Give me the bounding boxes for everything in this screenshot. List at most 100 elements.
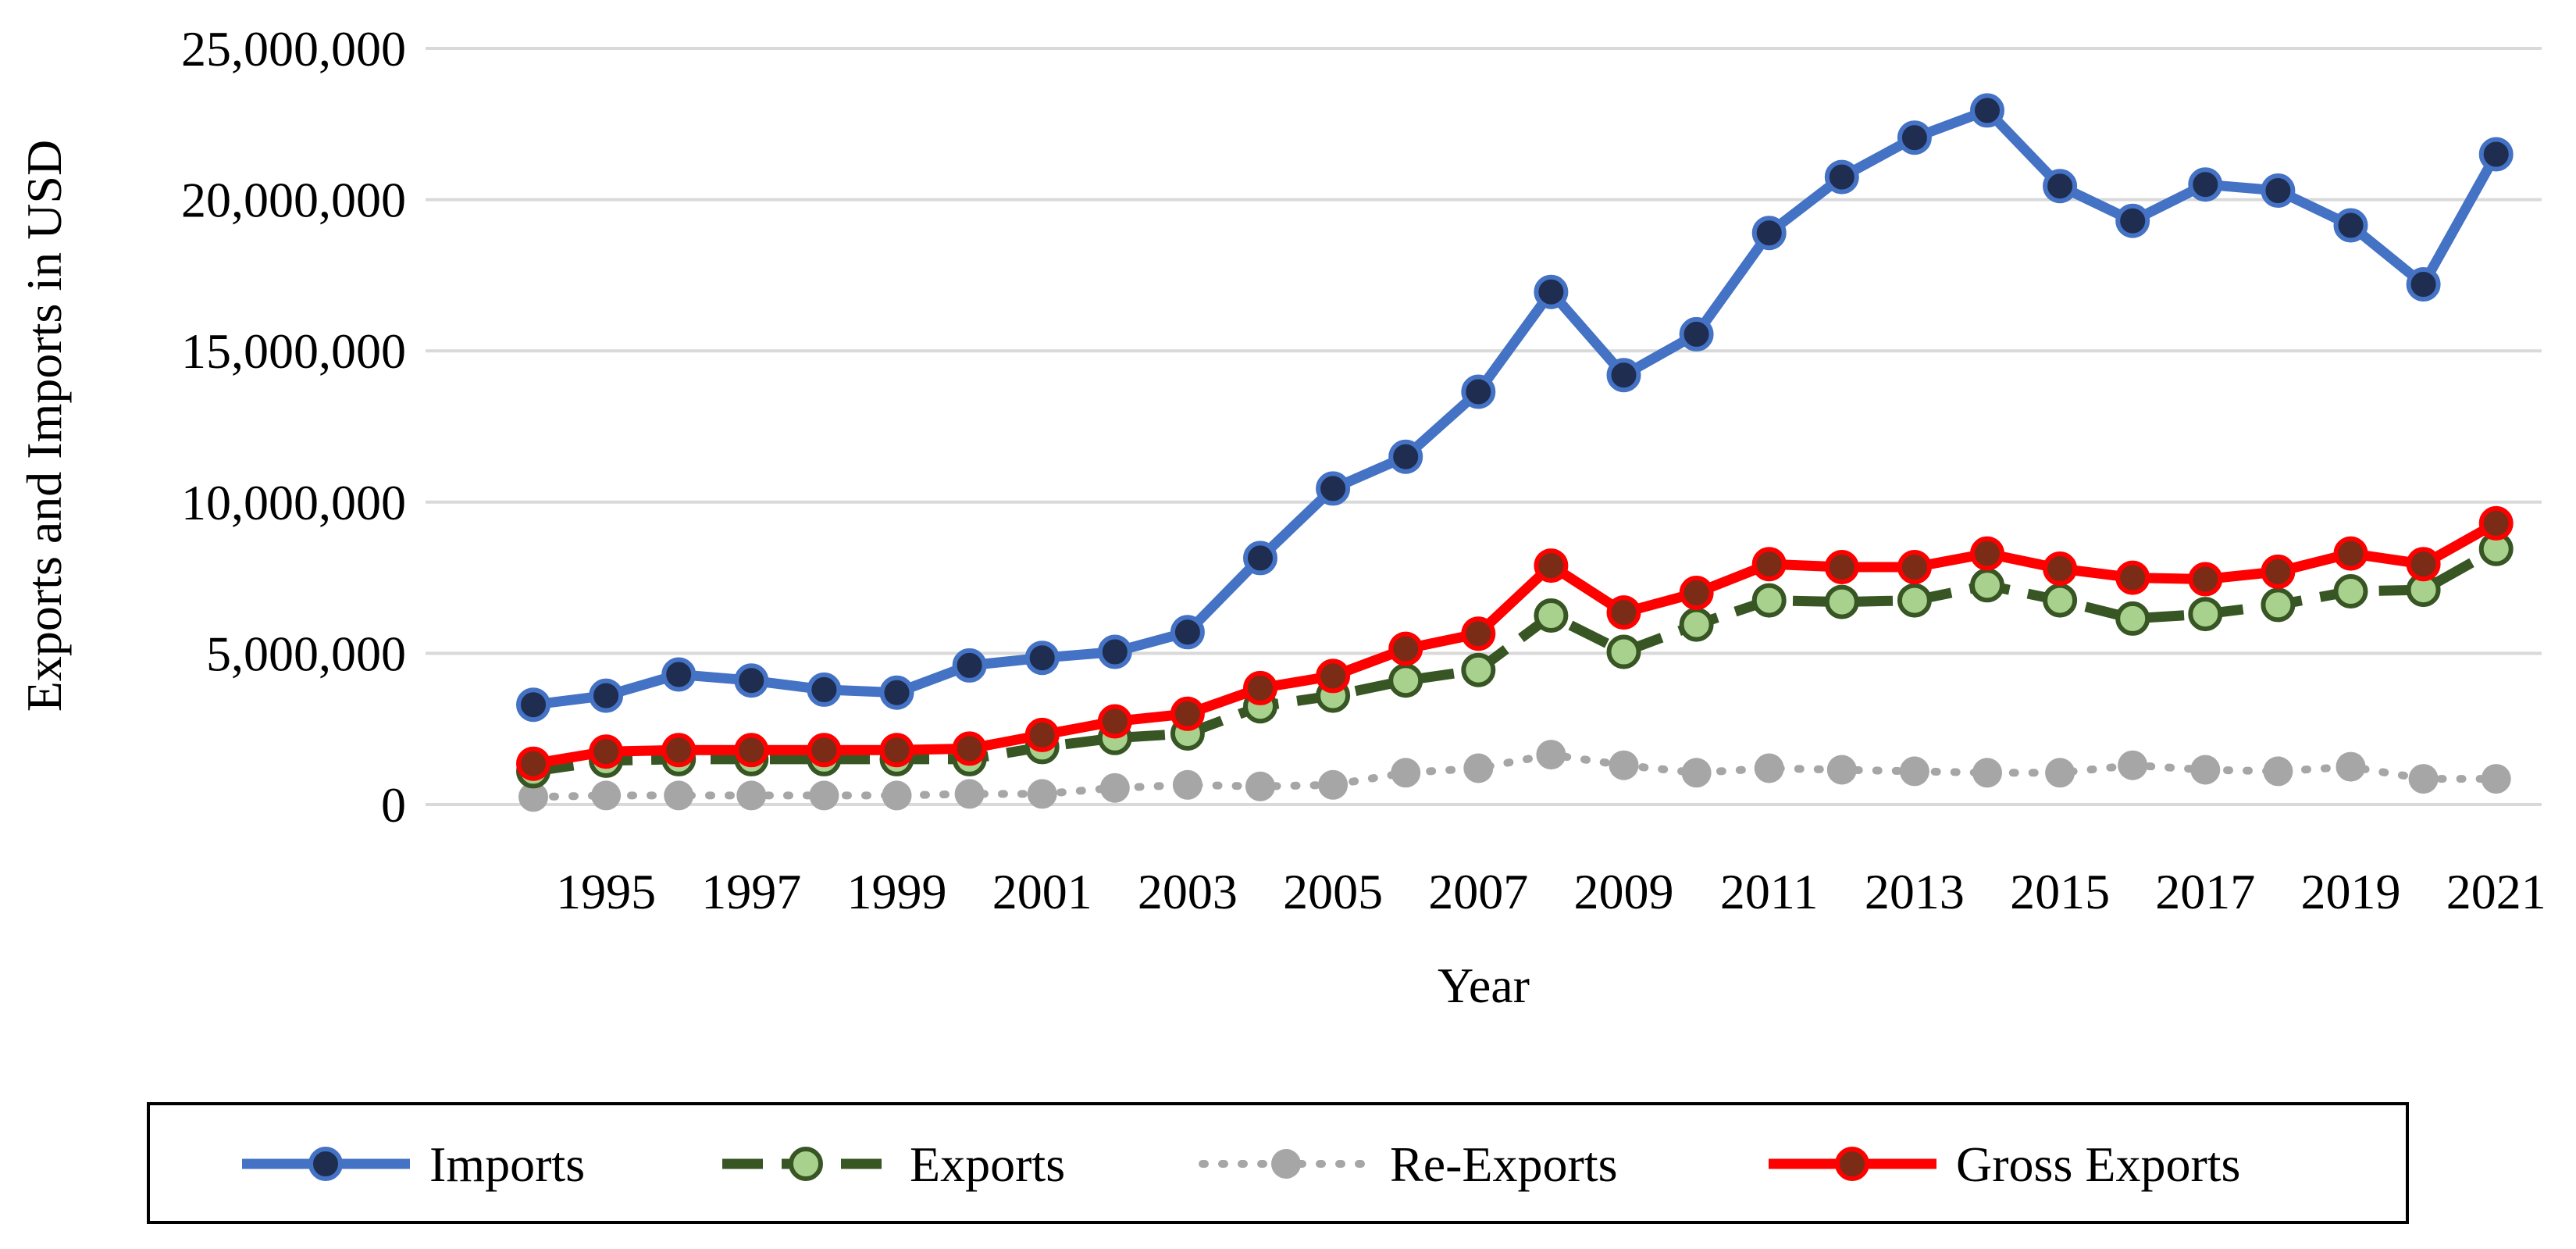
data-point xyxy=(1826,755,1857,785)
series-line-re-exports xyxy=(529,751,2500,801)
data-point xyxy=(1972,758,2002,788)
legend-label: Exports xyxy=(910,1137,1065,1192)
data-point xyxy=(1606,358,1641,393)
data-point xyxy=(1391,758,1421,788)
data-point xyxy=(1170,615,1205,650)
x-tick-label: 2001 xyxy=(992,864,1092,919)
data-point xyxy=(2261,554,2296,589)
x-tick-label: 2017 xyxy=(2155,864,2255,919)
y-tick-label: 5,000,000 xyxy=(206,626,406,681)
data-point xyxy=(2261,587,2296,623)
data-point xyxy=(1679,607,1714,642)
x-tick-label: 2015 xyxy=(2010,864,2110,919)
data-point xyxy=(2188,167,2223,202)
series-layer xyxy=(516,93,2514,812)
x-tick-label: 1999 xyxy=(847,864,947,919)
data-point xyxy=(1461,616,1496,651)
data-point xyxy=(1172,769,1202,800)
data-point xyxy=(2045,758,2075,788)
series-line-imports xyxy=(533,105,2501,710)
legend-items: Imports Exports Re-Exports Gross Exports xyxy=(242,1137,2240,1192)
y-axis-title: Exports and Imports in USD xyxy=(16,140,72,712)
data-point xyxy=(1388,663,1423,698)
data-point xyxy=(807,672,842,707)
data-point xyxy=(2333,536,2368,571)
legend-label: Imports xyxy=(429,1137,585,1192)
data-point xyxy=(591,780,622,811)
x-tick-label: 2013 xyxy=(1865,864,1965,919)
legend-item-exports: Exports xyxy=(722,1137,1065,1192)
data-point xyxy=(2043,551,2078,586)
legend-item-re-exports: Re-Exports xyxy=(1199,1137,1618,1192)
x-tick-label: 2021 xyxy=(2446,864,2546,919)
data-point xyxy=(1534,274,1569,309)
data-point xyxy=(1245,771,1275,801)
data-point xyxy=(2188,597,2223,632)
data-point xyxy=(1170,696,1205,731)
legend-label: Gross Exports xyxy=(1956,1137,2240,1192)
data-point xyxy=(589,734,624,769)
data-point xyxy=(1388,631,1423,666)
data-point xyxy=(1970,93,2004,128)
data-point xyxy=(2406,547,2441,582)
data-point xyxy=(2481,764,2511,794)
data-point xyxy=(879,733,914,768)
x-tick-label: 2019 xyxy=(2301,864,2401,919)
data-point xyxy=(2115,203,2150,238)
data-point xyxy=(2263,756,2293,787)
x-tick-label: 2007 xyxy=(1428,864,1528,919)
data-point xyxy=(1243,670,1277,705)
data-point xyxy=(516,687,550,723)
data-point xyxy=(1824,550,1859,584)
legend-marker xyxy=(308,1147,343,1181)
data-point xyxy=(1609,750,1639,780)
y-tick-label: 20,000,000 xyxy=(181,173,406,228)
data-point xyxy=(661,733,697,768)
data-point xyxy=(1388,439,1423,474)
legend: Imports Exports Re-Exports Gross Exports xyxy=(147,1102,2409,1224)
data-point xyxy=(1824,159,1859,194)
data-point xyxy=(1681,758,1712,788)
data-point xyxy=(2406,267,2441,302)
data-point xyxy=(2118,750,2148,780)
data-point xyxy=(2478,505,2514,541)
legend-item-imports: Imports xyxy=(242,1137,585,1192)
data-point xyxy=(1824,584,1859,619)
x-tick-label: 1997 xyxy=(701,864,801,919)
x-tick-label: 2003 xyxy=(1138,864,1238,919)
data-point xyxy=(589,678,624,713)
data-point xyxy=(2333,574,2368,608)
data-point xyxy=(661,657,697,692)
data-point xyxy=(809,780,839,811)
series-line-gross-exports xyxy=(532,519,2499,769)
legend-marker xyxy=(789,1147,823,1181)
data-point xyxy=(1316,471,1351,506)
legend-label: Re-Exports xyxy=(1390,1137,1618,1192)
x-tick-label: 2011 xyxy=(1720,864,1819,919)
data-point xyxy=(2043,583,2078,618)
legend-marker xyxy=(1271,1149,1301,1179)
data-point xyxy=(1606,595,1641,630)
data-point xyxy=(664,780,694,811)
data-point xyxy=(879,675,914,710)
data-point xyxy=(1534,598,1569,633)
data-point xyxy=(1243,541,1277,576)
data-point xyxy=(518,782,548,812)
data-point xyxy=(2043,169,2078,204)
series-imports xyxy=(516,93,2514,723)
data-point xyxy=(516,746,550,781)
data-point xyxy=(1970,536,2004,571)
data-point xyxy=(1097,704,1132,739)
series-line-exports xyxy=(533,544,2499,776)
data-point xyxy=(1534,548,1569,583)
data-point xyxy=(2478,137,2514,172)
y-tick-label: 25,000,000 xyxy=(181,21,406,77)
data-point xyxy=(807,733,842,768)
data-point xyxy=(1024,641,1060,676)
data-point xyxy=(1899,756,1929,787)
data-point xyxy=(2190,755,2221,785)
data-point xyxy=(2188,562,2223,597)
data-point xyxy=(1751,583,1787,618)
